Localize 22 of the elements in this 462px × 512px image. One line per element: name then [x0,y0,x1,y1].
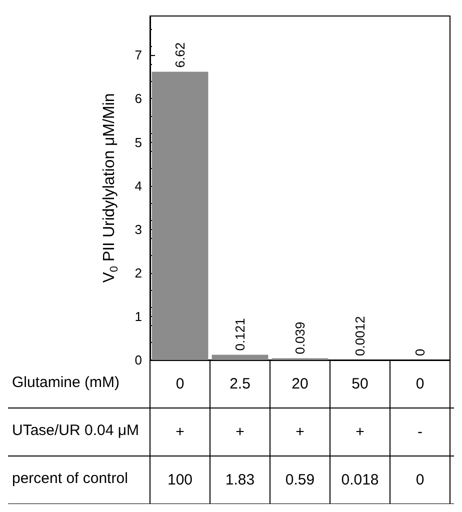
data-label: 6.62 [172,42,188,68]
y-tick-label: 1 [134,308,142,324]
category-label: 0 - 0 [416,376,424,488]
y-tick-label: 7 [134,48,142,63]
category-label: 50 + 0.018 [341,376,379,488]
text: percent of control [12,470,128,487]
y-axis-title: V0 PII Uridylylation μM/Min [101,93,120,283]
data-label: 0.121 [232,318,248,351]
category-label: 0 + 100 [167,376,193,488]
category-label: 2.5 + 1.83 [225,376,255,488]
data-label: 0 [412,348,428,356]
data-label: 0.039 [292,322,308,354]
text: Glutamine (mM) [12,374,120,391]
text: UTase/UR 0.04 μM [12,422,140,439]
y-tick-label: 6 [134,91,142,106]
data-label: 0.0012 [352,316,368,356]
category-label: 20 + 0.59 [285,376,315,488]
y-tick-label: 5 [134,134,142,150]
y-tick-label: 2 [134,265,142,280]
y-tick-label: 0 [134,352,142,368]
y-tick-label: 3 [134,222,142,237]
y-tick-label: 4 [134,178,142,194]
